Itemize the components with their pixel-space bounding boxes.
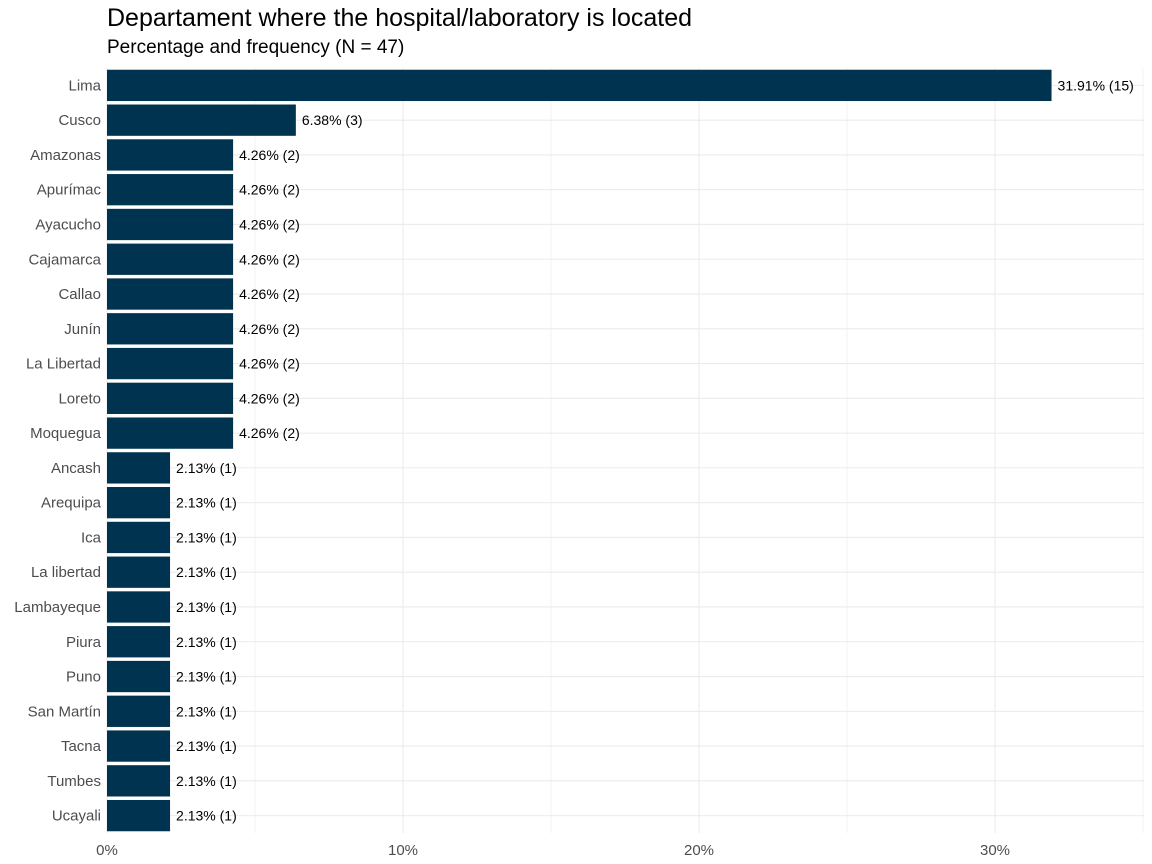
category-label: La Libertad bbox=[26, 356, 101, 373]
category-label: La libertad bbox=[31, 564, 101, 581]
labels: Lima 31.91% (15) Cusco 6.38% (3) Amazonas 4.2… bbox=[14, 77, 1134, 859]
data-label: 4.26% (2) bbox=[239, 147, 300, 163]
bar bbox=[107, 487, 171, 519]
category-label: Ayacucho bbox=[35, 216, 101, 233]
category-label: Ica bbox=[81, 529, 102, 546]
data-label: 31.91% (15) bbox=[1058, 77, 1134, 93]
bar bbox=[107, 765, 171, 797]
category-label: San Martín bbox=[28, 703, 101, 720]
data-label: 4.26% (2) bbox=[239, 321, 300, 337]
bar bbox=[107, 347, 234, 380]
data-label: 4.26% (2) bbox=[239, 286, 300, 302]
category-label: Junín bbox=[64, 321, 101, 338]
bar bbox=[107, 730, 171, 762]
bar bbox=[107, 208, 234, 241]
chart-title: Departament where the hospital/laborator… bbox=[107, 4, 693, 32]
bar bbox=[107, 452, 171, 484]
bar bbox=[107, 695, 171, 727]
data-label: 2.13% (1) bbox=[176, 773, 237, 789]
bar bbox=[107, 382, 234, 414]
category-label: Callao bbox=[58, 286, 101, 303]
category-label: Lima bbox=[68, 77, 101, 94]
category-label: Ucayali bbox=[52, 808, 101, 825]
category-label: Tacna bbox=[61, 738, 102, 755]
category-label: Loreto bbox=[58, 390, 101, 407]
bar bbox=[107, 69, 1052, 102]
bar bbox=[107, 799, 171, 832]
bar bbox=[107, 591, 171, 623]
x-tick-label: 20% bbox=[684, 842, 714, 859]
data-label: 2.13% (1) bbox=[176, 634, 237, 650]
bar bbox=[107, 174, 234, 206]
category-label: Moquegua bbox=[30, 425, 102, 442]
category-label: Amazonas bbox=[30, 147, 101, 164]
bar bbox=[107, 139, 234, 171]
category-label: Piura bbox=[66, 634, 102, 651]
bar bbox=[107, 417, 234, 449]
data-label: 4.26% (2) bbox=[239, 216, 300, 232]
bar bbox=[107, 660, 171, 693]
category-label: Arequipa bbox=[41, 495, 102, 512]
data-label: 2.13% (1) bbox=[176, 808, 237, 824]
data-label: 4.26% (2) bbox=[239, 182, 300, 198]
data-label: 2.13% (1) bbox=[176, 669, 237, 685]
category-label: Puno bbox=[66, 669, 101, 686]
bar bbox=[107, 278, 234, 310]
data-label: 4.26% (2) bbox=[239, 390, 300, 406]
x-tick-label: 0% bbox=[96, 842, 118, 859]
x-tick-label: 10% bbox=[388, 842, 418, 859]
data-label: 4.26% (2) bbox=[239, 356, 300, 372]
category-label: Cusco bbox=[58, 112, 101, 129]
data-label: 2.13% (1) bbox=[176, 703, 237, 719]
data-label: 2.13% (1) bbox=[176, 495, 237, 511]
data-label: 4.26% (2) bbox=[239, 251, 300, 267]
bar bbox=[107, 104, 296, 136]
data-label: 6.38% (3) bbox=[302, 112, 363, 128]
x-tick-label: 30% bbox=[980, 842, 1010, 859]
data-label: 2.13% (1) bbox=[176, 529, 237, 545]
bar bbox=[107, 313, 234, 345]
bar bbox=[107, 626, 171, 658]
data-label: 2.13% (1) bbox=[176, 599, 237, 615]
data-label: 2.13% (1) bbox=[176, 738, 237, 754]
data-label: 4.26% (2) bbox=[239, 425, 300, 441]
data-label: 2.13% (1) bbox=[176, 564, 237, 580]
chart-subtitle: Percentage and frequency (N = 47) bbox=[107, 37, 405, 58]
bar bbox=[107, 521, 171, 554]
category-label: Cajamarca bbox=[28, 251, 101, 268]
data-label: 2.13% (1) bbox=[176, 460, 237, 476]
category-label: Tumbes bbox=[47, 773, 101, 790]
category-label: Ancash bbox=[51, 460, 101, 477]
bars bbox=[107, 69, 1052, 832]
category-label: Lambayeque bbox=[14, 599, 101, 616]
bar bbox=[107, 243, 234, 275]
category-label: Apurímac bbox=[37, 182, 102, 199]
bar bbox=[107, 556, 171, 588]
